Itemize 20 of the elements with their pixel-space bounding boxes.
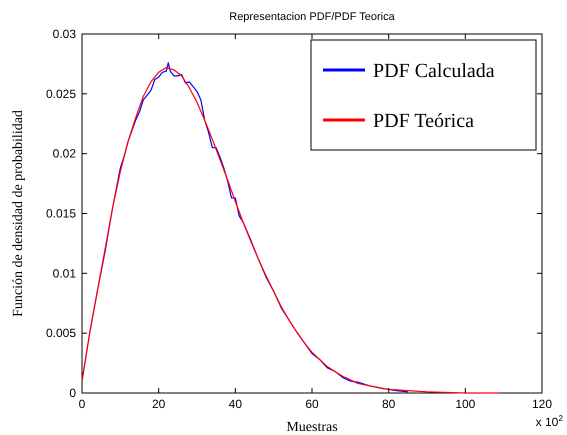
y-axis-title: Función de densidad de probabilidad bbox=[11, 110, 26, 317]
text: x 10$^{2}$ bbox=[536, 413, 564, 429]
x-axis-title: Muestras bbox=[286, 420, 338, 435]
y-tick-label: 0.025 bbox=[46, 86, 76, 101]
y-tick-label: 0.015 bbox=[46, 206, 76, 220]
y-tick-label: 0.03 bbox=[52, 27, 76, 41]
x-tick-label: 20 bbox=[152, 397, 166, 411]
legend-label: PDF Calculada bbox=[373, 60, 495, 82]
x-tick-label: 40 bbox=[228, 397, 242, 411]
y-tick-label: 0 bbox=[69, 386, 76, 400]
x-tick-label: 120 bbox=[532, 397, 552, 411]
y-tick-label: 0.01 bbox=[52, 266, 76, 280]
legend-label: PDF Teórica bbox=[373, 110, 474, 132]
x-tick-label: 0 bbox=[78, 397, 86, 411]
x-tick-label: 60 bbox=[305, 397, 319, 411]
x-tick-label: 80 bbox=[382, 397, 396, 411]
y-tick-label: 0.005 bbox=[46, 326, 76, 340]
y-tick-label: 0.02 bbox=[52, 146, 76, 161]
chart-title: Representacion PDF/PDF Teorica bbox=[229, 11, 396, 23]
x-tick-label: 100 bbox=[455, 397, 476, 411]
